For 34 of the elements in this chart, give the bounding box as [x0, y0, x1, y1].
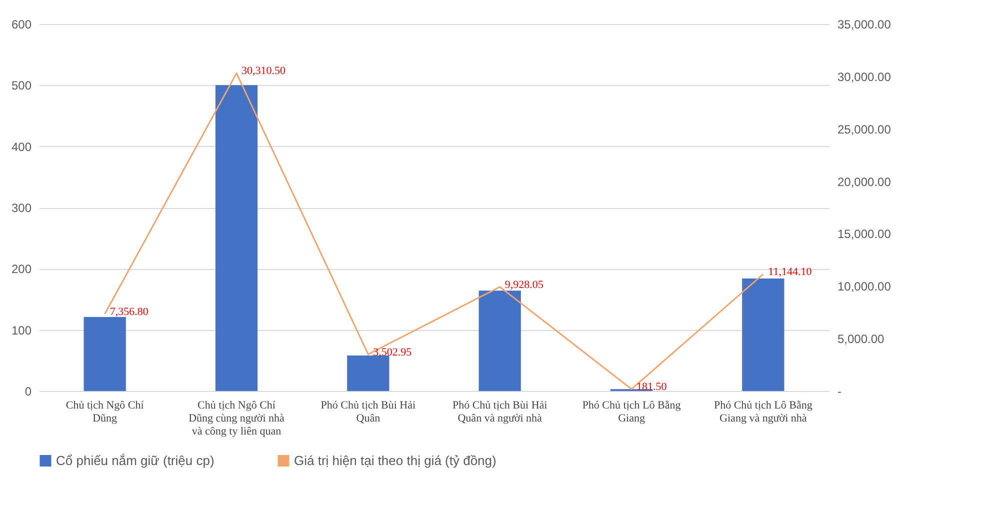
- y2-tick-label: 15,000.00: [838, 227, 892, 242]
- x-tick-label: Chủ tịch Ngô Chí Dũng cùng người nhà và công ty liên quan: [188, 400, 285, 438]
- x-tick-label: Phó Chủ tịch Bùi Hải Quân: [320, 400, 416, 424]
- bar: [215, 85, 258, 391]
- y2-tick-label: 35,000.00: [838, 18, 892, 32]
- y-tick-label: 300: [11, 201, 32, 215]
- data-label: 181.50: [636, 381, 668, 394]
- y2-tick-label: 25,000.00: [838, 122, 892, 136]
- bar: [742, 278, 784, 391]
- y2-tick-label: 10,000.00: [838, 280, 892, 294]
- data-label: 9,928.05: [504, 278, 544, 291]
- y2-tick-label: -: [838, 384, 842, 398]
- y2-tick-label: 30,000.00: [838, 70, 892, 84]
- x-tick-label: Phó Chủ tịch Lô Bằng Giang: [582, 400, 682, 424]
- legend-label: Giá trị hiện tại theo thị giá (tỷ đồng): [294, 452, 496, 468]
- y-tick-label: 500: [11, 78, 32, 93]
- data-label: 7,356.80: [110, 306, 149, 318]
- data-label: 3,502.95: [373, 346, 412, 358]
- legend-label: Cổ phiếu nắm giữ (triệu cp): [56, 452, 214, 468]
- data-label: 30,310.50: [242, 65, 286, 78]
- x-tick-label: Phó Chủ tịch Bùi Hải Quân và người nhà: [452, 400, 548, 424]
- y-tick-label: 400: [11, 140, 32, 154]
- bar: [478, 290, 521, 391]
- bar: [347, 356, 390, 391]
- y2-tick-label: 20,000.00: [838, 174, 892, 189]
- x-tick-label: Phó Chủ tịch Lô Bằng Giang và người nhà: [714, 400, 813, 424]
- data-label: 11,144.10: [768, 266, 812, 278]
- bar: [84, 316, 126, 391]
- y-tick-label: 200: [11, 262, 32, 276]
- y2-tick-label: 5,000.00: [838, 332, 885, 346]
- y-tick-label: 600: [11, 18, 32, 32]
- y-tick-label: 0: [24, 384, 32, 398]
- x-tick-label: Chủ tịch Ngô Chí Dũng: [66, 400, 144, 424]
- y-tick-label: 100: [11, 323, 32, 338]
